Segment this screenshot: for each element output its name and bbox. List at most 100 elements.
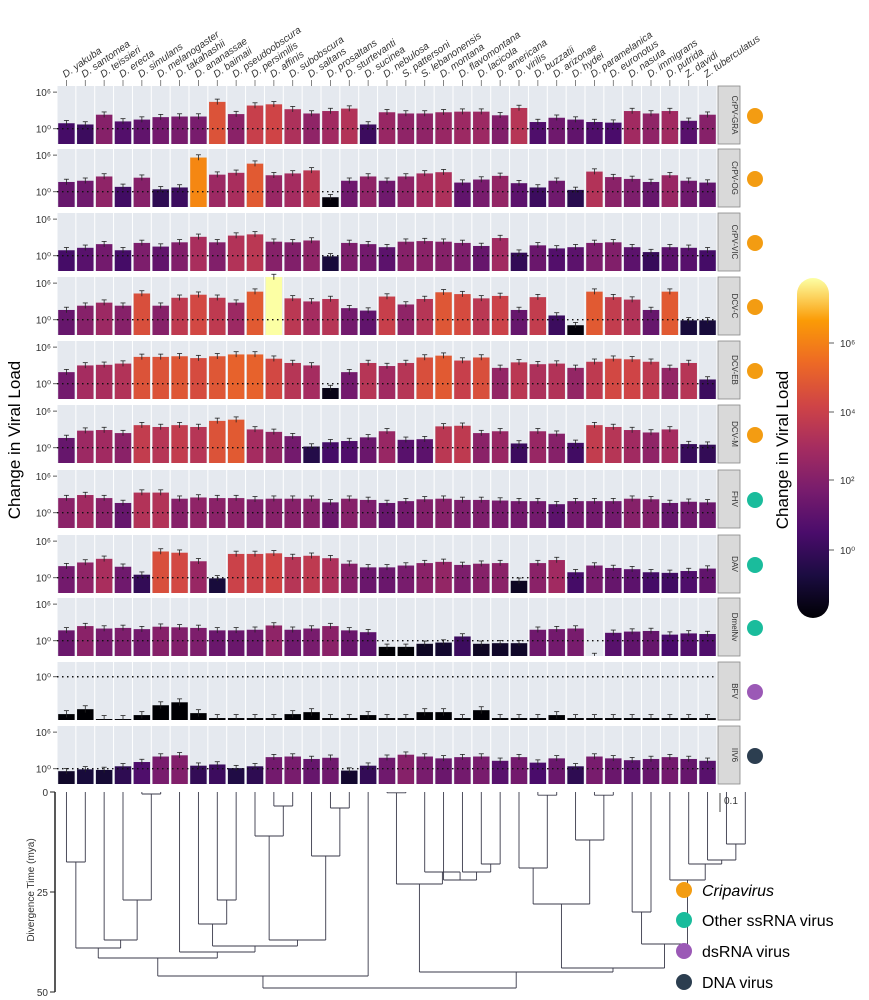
bar [473, 643, 490, 656]
bar [265, 241, 283, 271]
bar [171, 297, 188, 335]
category-dot [747, 299, 763, 315]
bar [699, 379, 716, 399]
bar [378, 646, 396, 656]
bar [586, 242, 603, 271]
bar [510, 252, 528, 271]
bar [454, 111, 471, 144]
bar [605, 358, 622, 399]
bar [680, 180, 697, 207]
panel-strip-label: DCV-EB [730, 355, 739, 385]
bar [510, 757, 528, 784]
bar [133, 574, 151, 593]
bar [416, 563, 433, 593]
bar [416, 712, 433, 720]
bar [58, 771, 75, 784]
bar [95, 364, 113, 399]
bar [491, 500, 509, 528]
bar [303, 498, 320, 528]
bar [567, 119, 584, 144]
bar [359, 567, 377, 593]
bar [397, 646, 415, 656]
bar [152, 305, 169, 335]
bar [58, 566, 75, 593]
panel-DCV-M: 10⁶ 10⁰ DCV-M [36, 404, 763, 464]
bar [77, 305, 94, 335]
y-tick-label: 10⁰ [36, 444, 51, 455]
bar [95, 769, 113, 784]
bar [699, 320, 716, 335]
bar [227, 354, 245, 399]
bar [227, 419, 245, 463]
bar [227, 553, 245, 593]
bar [586, 425, 603, 463]
bar [586, 565, 603, 593]
bar [322, 502, 339, 528]
bar [491, 238, 509, 271]
bar [58, 250, 75, 271]
bar [227, 114, 245, 144]
bar [322, 298, 339, 335]
bar [114, 121, 132, 144]
bar [95, 302, 113, 335]
bar [95, 558, 113, 593]
bar [680, 362, 697, 399]
bar [680, 501, 697, 528]
bar [699, 568, 716, 593]
bar [435, 642, 452, 656]
bar [642, 630, 660, 656]
bar [642, 499, 660, 528]
bar [699, 444, 716, 463]
panel-strip-label: DAV [730, 556, 739, 573]
bar [378, 757, 396, 784]
panel-strip-label: DmelNv [730, 613, 739, 641]
bar [152, 492, 169, 528]
bar [454, 564, 471, 593]
bar [378, 502, 396, 528]
colorbar-title: Change in Viral Load [773, 371, 792, 529]
bar [416, 643, 433, 656]
panel-strip [717, 661, 741, 721]
bar [341, 180, 358, 207]
bar [605, 758, 622, 784]
bar [435, 561, 452, 593]
bar [586, 501, 603, 528]
panel-strip [717, 148, 741, 208]
bar [661, 572, 679, 593]
bar [605, 567, 622, 593]
legend-label: Other ssRNA virus [702, 913, 834, 930]
bar [586, 756, 603, 784]
bar [529, 364, 547, 399]
bar [284, 109, 301, 144]
bar [378, 247, 396, 271]
bar [303, 712, 320, 720]
bar [322, 757, 339, 784]
bar [548, 180, 565, 207]
bar [209, 242, 226, 271]
bar [284, 556, 301, 593]
bar [397, 439, 415, 463]
bar [152, 246, 169, 271]
panel-strip-label: DCV-M [730, 421, 739, 447]
bar [623, 631, 641, 656]
y-tick-label: 10⁰ [36, 188, 51, 199]
bar [397, 241, 415, 271]
bar [246, 234, 264, 271]
y-tick-label: 10⁰ [36, 637, 51, 648]
bar [642, 432, 660, 463]
bar [227, 302, 245, 335]
bar [341, 498, 358, 528]
bar [435, 498, 452, 528]
bar [152, 626, 169, 656]
bar [642, 572, 660, 593]
bar [623, 111, 641, 144]
bar [435, 112, 452, 144]
bar [491, 295, 509, 335]
bar [491, 367, 509, 399]
scale-bar-label: 0.1 [724, 796, 738, 807]
bar [171, 552, 188, 593]
bar [397, 113, 415, 144]
bar [303, 170, 320, 207]
panel-CrPV-VIC: 10⁶ 10⁰ CrPV-VIC [36, 212, 763, 272]
bar [152, 356, 169, 399]
